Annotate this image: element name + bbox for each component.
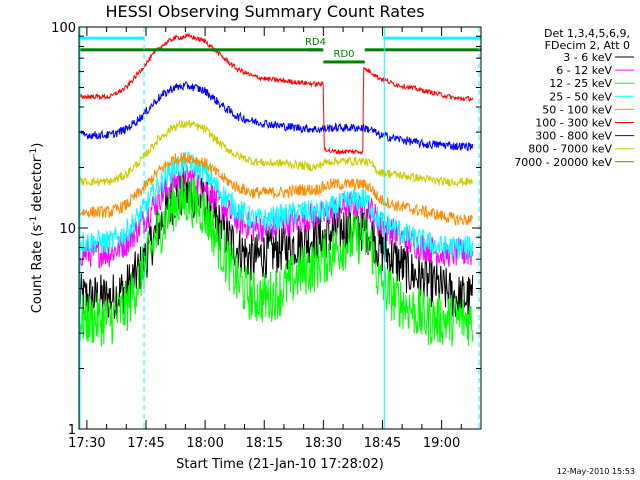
series-line-0 <box>79 170 474 320</box>
legend-header-1: FDecim 2, Att 0 <box>545 39 630 52</box>
series-line-6 <box>79 81 474 152</box>
legend-label-4: 50 - 100 keV <box>542 103 612 116</box>
state-bar-0 <box>79 48 322 52</box>
series-line-3 <box>79 151 474 260</box>
legend-label-2: 12 - 25 keV <box>549 77 612 90</box>
series-line-7 <box>79 119 474 188</box>
x-tick-label-2: 18:00 <box>186 436 223 451</box>
state-bar-1 <box>307 48 324 52</box>
series-line-5 <box>79 32 474 156</box>
x-tick-label-3: 18:15 <box>246 436 283 451</box>
series-layer <box>79 32 474 347</box>
x-tick-label-0: 17:30 <box>68 436 105 451</box>
y-tick-label-1: 10 <box>59 222 76 237</box>
legend-label-6: 300 - 800 keV <box>535 130 612 143</box>
state-bar-3 <box>364 48 481 52</box>
legend-label-8: 7000 - 20000 keV <box>514 156 612 169</box>
x-axis: 17:30 17:45 18:00 18:15 18:30 18:45 19:00 <box>68 27 482 451</box>
x-tick-label-1: 17:45 <box>127 436 164 451</box>
series-line-4 <box>79 152 474 226</box>
y-axis-label: Count Rate (s-1 detector-1) <box>29 143 45 314</box>
legend-label-1: 6 - 12 keV <box>556 64 612 77</box>
overlay-layer <box>79 27 481 429</box>
x-tick-label-6: 19:00 <box>423 436 460 451</box>
y-tick-label-2: 100 <box>51 21 76 36</box>
legend-header-0: Det 1,3,4,5,6,9, <box>544 27 630 40</box>
attenuator-segment-0 <box>79 36 145 40</box>
legend-label-3: 25 - 50 keV <box>549 90 612 103</box>
legend-label-7: 800 - 7000 keV <box>528 143 612 156</box>
legend-label-5: 100 - 300 keV <box>535 117 612 130</box>
x-tick-label-4: 18:30 <box>305 436 342 451</box>
state-bar-2 <box>323 60 365 64</box>
attenuator-segment-1 <box>383 36 481 40</box>
plot-area <box>79 27 481 429</box>
legend: Det 1,3,4,5,6,9,FDecim 2, Att 03 - 6 keV… <box>514 27 634 169</box>
series-line-2 <box>79 176 474 347</box>
x-axis-label: Start Time (21-Jan-10 17:28:02) <box>176 457 384 472</box>
y-axis: 1 10 100 <box>51 21 481 438</box>
y-tick-label-0: 1 <box>68 423 76 438</box>
footer-timestamp: 12-May-2010 15:53 <box>557 467 635 476</box>
legend-label-0: 3 - 6 keV <box>563 51 612 64</box>
state-bar-label-2: RD0 <box>334 49 355 60</box>
state-bar-label-1: RD4 <box>305 37 326 48</box>
x-tick-label-5: 18:45 <box>364 436 401 451</box>
chart-title: HESSI Observing Summary Count Rates <box>105 2 424 21</box>
